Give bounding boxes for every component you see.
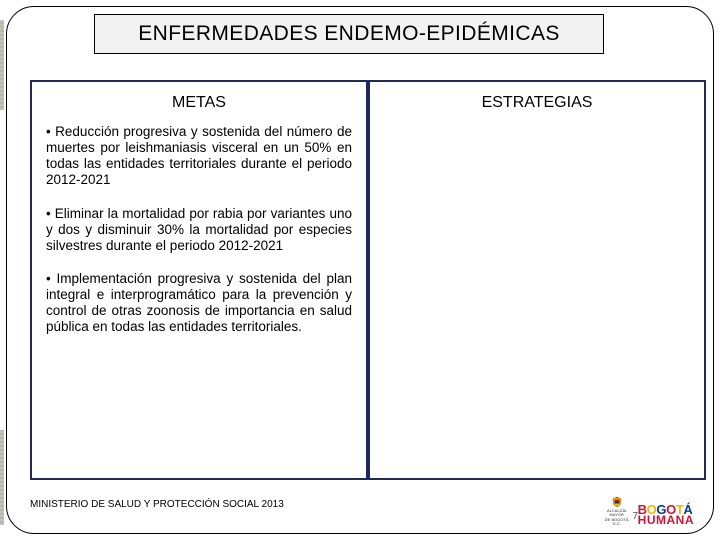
footer-logos: ALCALDÍA MAYOR DE BOGOTÁ D.C. B O G O T … — [602, 496, 694, 526]
shield-caption-1: ALCALDÍA MAYOR — [602, 509, 632, 517]
alcaldia-shield-icon: ALCALDÍA MAYOR DE BOGOTÁ D.C. — [602, 496, 632, 526]
estrategias-header: ESTRATEGIAS — [370, 82, 704, 120]
metas-bullets: • Reducción progresiva y sostenida del n… — [32, 120, 366, 363]
metas-bullet-3: • Implementación progresiva y sostenida … — [46, 271, 352, 335]
shield-caption-2: DE BOGOTÁ D.C. — [602, 518, 632, 526]
metas-bullet-2: • Eliminar la mortalidad por rabia por v… — [46, 206, 352, 254]
metas-bullet-1: • Reducción progresiva y sostenida del n… — [46, 124, 352, 188]
column-metas: METAS • Reducción progresiva y sostenida… — [30, 80, 368, 480]
metas-header: METAS — [32, 82, 366, 120]
bogota-humana-logo: B O G O T Á HUMANA — [638, 504, 694, 526]
humana-wordmark: HUMANA — [638, 515, 694, 526]
footer-source: MINISTERIO DE SALUD Y PROTECCIÓN SOCIAL … — [30, 499, 284, 510]
column-estrategias: ESTRATEGIAS — [368, 80, 706, 480]
slide-title: ENFERMEDADES ENDEMO-EPIDÉMICAS — [94, 14, 604, 54]
